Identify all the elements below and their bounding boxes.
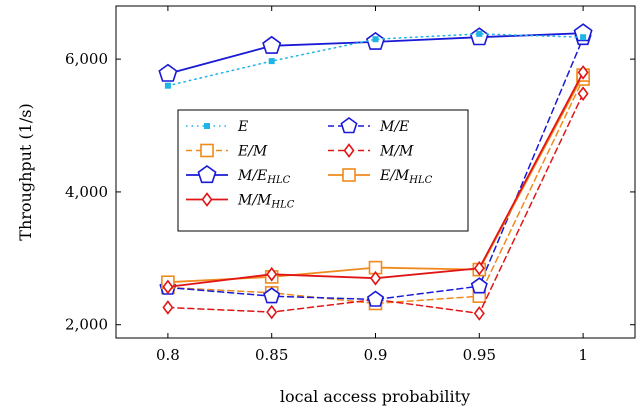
legend-label: M/E — [379, 119, 409, 135]
legend-entry: M/EHLC — [186, 165, 291, 186]
data-point — [370, 270, 381, 286]
legend-marker — [197, 165, 217, 184]
series-line — [167, 92, 584, 315]
data-point — [268, 58, 275, 65]
y-tick-label: 6,000 — [65, 50, 108, 68]
legend-entry: M/M — [328, 143, 414, 160]
x-tick-label: 0.95 — [463, 346, 496, 364]
data-point — [366, 290, 385, 307]
legend-marker — [204, 123, 210, 129]
legend-marker — [200, 143, 214, 158]
data-point — [164, 82, 171, 89]
x-tick-label: 0.8 — [156, 346, 180, 364]
data-point — [372, 36, 379, 43]
data-point — [162, 300, 174, 315]
series-layer — [158, 23, 593, 321]
legend-marker — [340, 117, 358, 134]
legend-box — [177, 109, 469, 232]
data-point — [158, 63, 178, 82]
y-tick-label: 2,000 — [65, 316, 108, 334]
data-point — [263, 287, 281, 304]
y-axis: 2,000 4,000 6,000 — [65, 50, 635, 334]
data-point — [476, 30, 483, 37]
data-point — [266, 304, 278, 320]
data-point — [262, 35, 282, 54]
legend-label: E/M — [237, 144, 268, 160]
x-tick-label: 0.85 — [255, 346, 288, 364]
data-point — [162, 279, 174, 295]
data-point — [577, 86, 589, 101]
data-point — [573, 23, 593, 42]
data-point — [580, 34, 587, 41]
legend-label: M/MHLC — [237, 193, 295, 211]
legend-label: E — [237, 119, 248, 135]
legend-entry: E — [186, 119, 248, 135]
legend-label: M/M — [379, 144, 414, 160]
series-e — [164, 30, 587, 89]
legend-label: E/MHLC — [379, 168, 433, 186]
legend-marker — [343, 143, 355, 158]
x-axis-title: local access probability — [280, 387, 470, 406]
data-point — [470, 277, 488, 294]
y-tick-label: 4,000 — [65, 183, 108, 201]
x-tick-label: 1 — [578, 346, 588, 364]
legend: E M/E E/M M/M M/EHLC E/MHLC M/MHLC — [177, 109, 469, 232]
y-axis-title: Throughput (1/s) — [16, 103, 35, 240]
x-axis: 0.8 0.85 0.9 0.95 1 — [156, 6, 588, 364]
x-tick-label: 0.9 — [364, 346, 388, 364]
legend-entry: E/M — [186, 144, 268, 160]
series-m-e-hlc — [158, 23, 593, 82]
legend-entry: M/MHLC — [186, 192, 295, 211]
series-line — [167, 78, 584, 305]
legend-marker — [342, 168, 356, 182]
series-m-m-hlc — [162, 65, 589, 295]
legend-label: M/EHLC — [237, 168, 291, 186]
legend-entry: M/E — [328, 117, 409, 135]
legend-entry: E/MHLC — [328, 168, 433, 186]
data-point — [577, 65, 589, 80]
legend-marker — [201, 192, 213, 207]
data-point — [266, 266, 278, 282]
data-point — [473, 306, 485, 321]
series-line — [167, 33, 584, 87]
data-point — [473, 260, 485, 276]
